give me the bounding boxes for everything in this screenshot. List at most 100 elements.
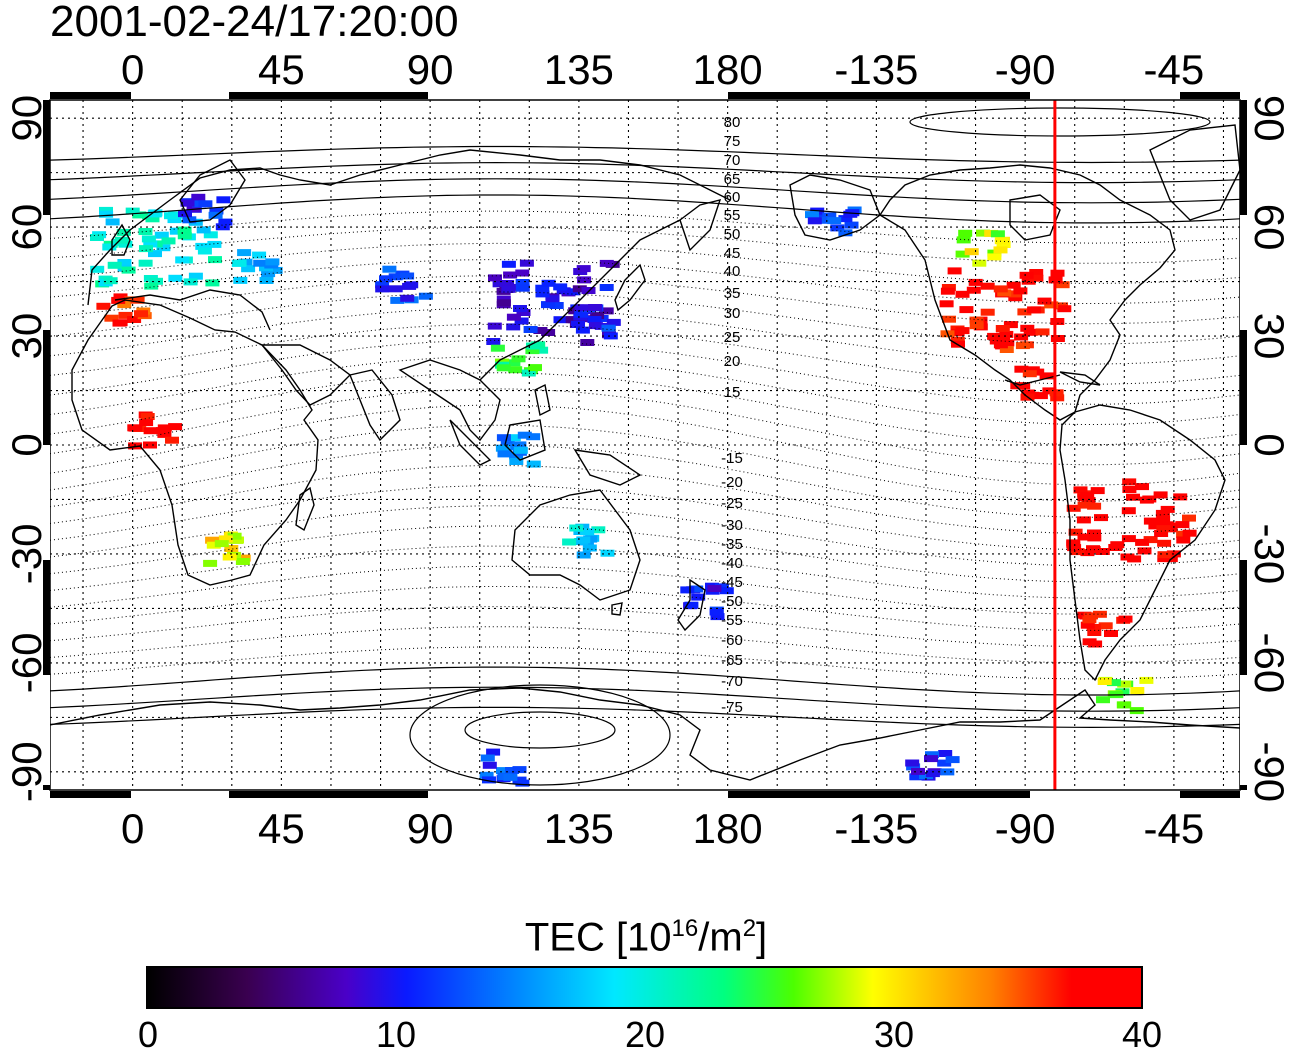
tec-data-layer	[90, 193, 1197, 787]
lon-tick-top: 45	[258, 46, 305, 93]
tec-patch-antarctic-peninsula	[1096, 676, 1154, 715]
japan-coast	[614, 263, 646, 312]
tec-patch-south-america	[1066, 478, 1197, 563]
china-coast	[479, 219, 681, 381]
colorbar-label-10: 10	[375, 1014, 417, 1055]
mag-contour	[50, 259, 1240, 304]
mag-contour	[50, 226, 1240, 264]
tec-patch-antarctica	[479, 748, 530, 787]
mag-lat-label: -75	[721, 699, 743, 716]
borneo-coast	[504, 419, 546, 461]
tec-patch-west-africa	[127, 411, 183, 450]
tec-patch-east-asia	[486, 259, 620, 346]
gulf-coast	[1004, 374, 1061, 386]
mag-contour	[50, 706, 1240, 729]
madagascar-coast	[295, 486, 315, 532]
mag-contour	[50, 194, 1240, 224]
mag-lat-label: 55	[724, 207, 741, 224]
new-zealand-coast	[677, 578, 706, 632]
arabia-coast	[260, 344, 352, 406]
lon-tick-top: 135	[544, 46, 614, 93]
europe-coast	[87, 149, 731, 306]
tec-patch-canada	[955, 229, 1011, 267]
lon-tick-bottom: 45	[258, 805, 305, 852]
mag-lat-label: -60	[721, 632, 743, 649]
mag-contour	[50, 145, 1240, 164]
tec-patch-new-zealand	[680, 582, 734, 621]
mag-contour	[50, 339, 1240, 405]
mag-lat-label: -30	[721, 517, 743, 534]
lon-tick-bottom: 180	[693, 805, 763, 852]
graticule-grid	[50, 100, 1240, 790]
lon-tick-top: -90	[995, 46, 1056, 93]
latitude-ticks-right: 90 60 30 0 -30 -60 -90	[1246, 95, 1292, 802]
lon-tick-bottom: -135	[834, 805, 918, 852]
mag-lat-label: 35	[724, 285, 741, 302]
cuba-coast	[1059, 371, 1101, 386]
mag-lat-label: 45	[724, 245, 741, 262]
magnetic-latitude-contours	[50, 107, 1240, 786]
colorbar-label-20: 20	[624, 1014, 666, 1055]
tec-patch-iberia	[96, 293, 152, 327]
mag-contour	[50, 388, 1240, 466]
mag-contour	[50, 372, 1240, 446]
lat-tick-left: -60	[3, 633, 50, 694]
mag-lat-label: -70	[721, 673, 743, 690]
uk-coast	[111, 223, 131, 256]
mag-lat-label: 80	[724, 114, 741, 131]
tec-patch-japan	[571, 304, 621, 340]
new-guinea-coast	[573, 449, 642, 486]
colorbar-title: TEC [1016/m2]	[524, 915, 768, 960]
south-magnetic-oval-outer	[409, 684, 671, 786]
mag-contour	[50, 505, 1240, 567]
lat-tick-right: 60	[1246, 204, 1292, 251]
mag-lat-label: -35	[721, 536, 743, 553]
tec-patch-north-america	[939, 267, 1072, 353]
lat-tick-right: 90	[1246, 95, 1292, 142]
lon-tick-top: -45	[1144, 46, 1205, 93]
mag-contour	[50, 275, 1240, 325]
mag-lat-label: -40	[721, 555, 743, 572]
india-coast	[349, 369, 401, 442]
lon-tick-bottom: 135	[544, 805, 614, 852]
colorbar-label-40: 40	[1121, 1014, 1163, 1055]
tec-patch-europe	[90, 206, 222, 290]
colorbar-label-30: 30	[873, 1014, 915, 1055]
tec-patch-eastern-europe	[231, 249, 283, 284]
mag-contour	[50, 485, 1240, 551]
mag-lat-label: -45	[721, 574, 743, 591]
colorbar-label-0: 0	[137, 1014, 159, 1055]
mag-lat-label: -65	[721, 652, 743, 669]
north-magnetic-oval	[909, 107, 1211, 137]
timestamp: 2001-02-24/17:20:00	[50, 0, 459, 46]
lat-tick-right: 0	[1246, 433, 1292, 456]
lon-tick-bottom: -90	[995, 805, 1056, 852]
mag-contour	[50, 178, 1240, 204]
hudson-bay-coast	[1009, 194, 1061, 241]
tec-patch-australia	[562, 523, 615, 559]
lon-tick-top: 0	[121, 46, 144, 93]
tec-patch-indonesia	[495, 431, 541, 468]
africa-coast	[71, 299, 319, 586]
lat-tick-left: 0	[3, 433, 50, 456]
australia-coast	[511, 489, 641, 601]
tasmania-coast	[611, 602, 623, 616]
mag-lat-label: 70	[724, 152, 741, 169]
antarctica-coast	[50, 687, 1240, 781]
tec-patch-central-asia	[375, 265, 433, 304]
mag-lat-label: -50	[721, 593, 743, 610]
mag-lat-label: 50	[724, 226, 741, 243]
southeast-asia-coast	[398, 359, 501, 442]
tec-colorbar	[146, 966, 1143, 1009]
mag-lat-label: -20	[721, 474, 743, 491]
mag-contour	[50, 464, 1240, 534]
tec-patch-patagonia	[1077, 610, 1133, 648]
lat-tick-left: 90	[3, 95, 50, 142]
mag-contour	[50, 161, 1240, 184]
lon-tick-bottom: 0	[121, 805, 144, 852]
lon-tick-bottom: 90	[407, 805, 454, 852]
lat-tick-right: -30	[1246, 524, 1292, 585]
lat-tick-left: 60	[3, 204, 50, 251]
lat-tick-left: 30	[3, 313, 50, 360]
